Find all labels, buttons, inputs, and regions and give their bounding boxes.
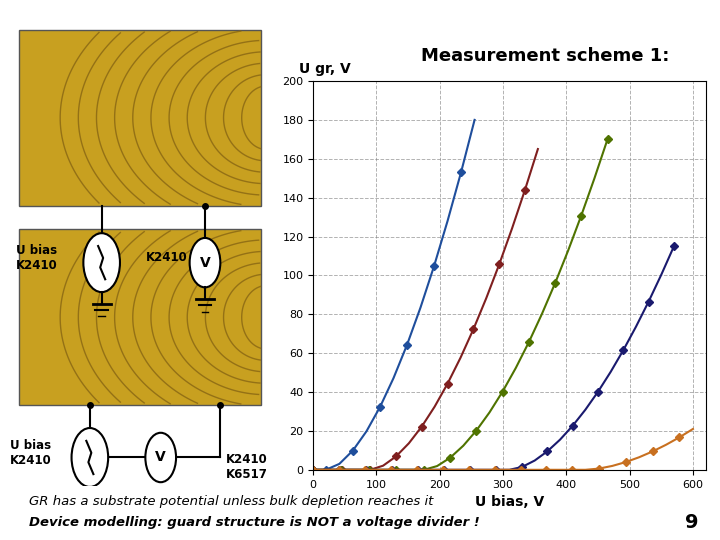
- Text: U bias
K2410: U bias K2410: [16, 244, 58, 272]
- Text: GR has a substrate potential unless bulk depletion reaches it: GR has a substrate potential unless bulk…: [29, 495, 433, 508]
- Text: Device modelling: guard structure is NOT a voltage divider !: Device modelling: guard structure is NOT…: [29, 516, 480, 529]
- Text: 9: 9: [685, 513, 698, 532]
- Text: V: V: [199, 255, 210, 269]
- Text: V: V: [156, 450, 166, 464]
- Text: U bias
K2410: U bias K2410: [10, 438, 52, 467]
- Text: K2410
K6517: K2410 K6517: [225, 453, 268, 481]
- Bar: [19, 30, 261, 206]
- Circle shape: [145, 433, 176, 482]
- X-axis label: U bias, V: U bias, V: [474, 495, 544, 509]
- Text: Measurement scheme 1:: Measurement scheme 1:: [421, 47, 670, 65]
- Circle shape: [189, 238, 220, 287]
- Circle shape: [84, 233, 120, 292]
- Circle shape: [71, 428, 108, 487]
- Text: K2410: K2410: [146, 252, 188, 265]
- Bar: [19, 230, 261, 405]
- Text: U gr, V: U gr, V: [299, 62, 351, 76]
